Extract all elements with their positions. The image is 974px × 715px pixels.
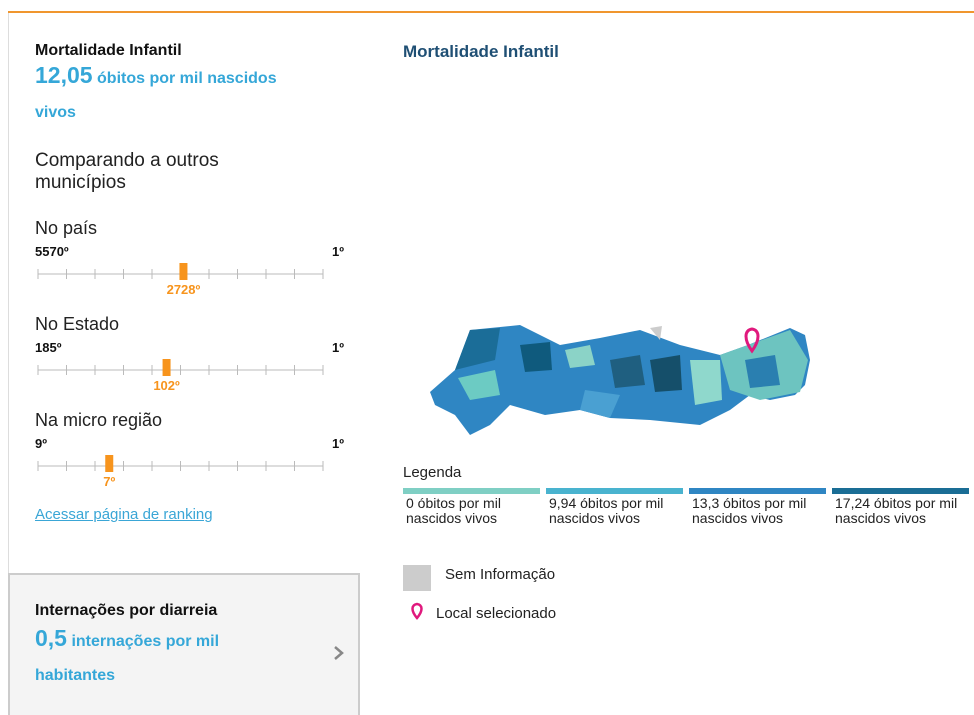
no-info-label: Sem Informação	[445, 566, 556, 583]
map-title: Mortalidade Infantil	[403, 42, 559, 61]
pin-icon	[411, 602, 423, 620]
ranking-min: 185º	[35, 340, 62, 355]
next-indicator-card[interactable]: Internações por diarreia 0,5 internações…	[8, 573, 360, 715]
ranking-min: 5570º	[35, 244, 69, 259]
comparison-title: Comparando a outros municípios	[35, 150, 219, 193]
panel-border	[8, 13, 9, 573]
ranking-min: 9º	[35, 436, 47, 451]
next-value: 0,5 internações por mil habitantes	[35, 621, 295, 693]
unit: óbitos por mil nascidos vivos	[35, 70, 277, 121]
legend-item: 17,24 óbitos por mil nascidos vivos	[832, 488, 969, 526]
legend-item: 13,3 óbitos por mil nascidos vivos	[689, 488, 826, 526]
slider	[37, 263, 324, 280]
value: 0,5	[35, 625, 67, 651]
legend-item: 9,94 óbitos por mil nascidos vivos	[546, 488, 683, 526]
top-border	[8, 11, 974, 13]
ranking-label: No país	[35, 218, 98, 238]
chevron	[334, 646, 344, 660]
selected-label: Local selecionado	[436, 605, 557, 622]
ranking-max: 1º	[332, 436, 344, 451]
value: 12,05	[35, 62, 93, 88]
ranking-position: 102º	[153, 378, 180, 393]
slider-marker	[179, 263, 188, 280]
ranking-position: 7º	[103, 474, 116, 489]
ranking-link[interactable]: Acessar página de ranking	[35, 506, 213, 523]
legend-item: 0 óbitos por mil nascidos vivos	[403, 488, 540, 526]
ranking-label: Na micro região	[35, 410, 163, 430]
ranking-max: 1º	[332, 340, 344, 355]
next-title: Internações por diarreia	[35, 602, 218, 619]
indicator-value: 12,05 óbitos por mil nascidos vivos	[35, 58, 295, 130]
ranking-max: 1º	[332, 244, 344, 259]
ranking-label: No Estado	[35, 314, 120, 334]
slider-marker	[162, 359, 171, 376]
slider-marker	[105, 455, 114, 472]
no-info-swatch	[403, 565, 431, 591]
indicator-title: Mortalidade Infantil	[35, 42, 182, 59]
slider	[37, 455, 324, 472]
legend-title: Legenda	[403, 464, 462, 481]
slider	[37, 359, 324, 376]
ranking-position: 2728º	[166, 282, 201, 297]
unit: internações por mil habitantes	[35, 633, 220, 684]
